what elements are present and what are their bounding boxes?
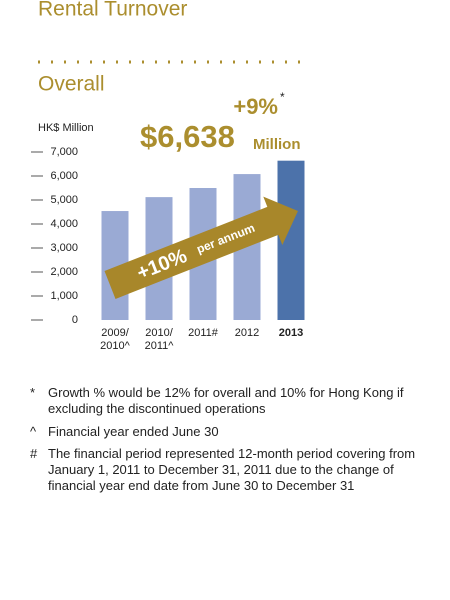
x-tick-label: 2011#	[188, 327, 218, 339]
footnote-mark: *	[30, 385, 36, 400]
arrow-shape	[104, 196, 298, 299]
y-tick-label: 0	[72, 314, 78, 326]
footnote: ^ Financial year ended June 30	[30, 424, 430, 440]
x-tick-label: 2012	[234, 327, 260, 339]
y-tick-label: 1,000	[50, 290, 78, 302]
y-tick-label: 5,000	[50, 194, 78, 206]
amount-unit: Million	[253, 136, 301, 153]
y-tick-label: 3,000	[50, 242, 78, 254]
x-tick-label: 2009/ 2010^	[100, 327, 130, 352]
footnote: # The financial period represented 12-mon…	[30, 446, 430, 494]
section-title: Overall	[38, 73, 105, 96]
x-tick-label: 2013	[278, 327, 304, 339]
y-tick-label: 2,000	[50, 266, 78, 278]
footnote-mark: #	[30, 446, 38, 461]
amount: $6,638	[140, 119, 235, 154]
y-tick-label: 6,000	[50, 170, 78, 182]
growth: +9%	[233, 94, 278, 119]
x-tick-label: 2010/ 2011^	[144, 327, 174, 352]
footnote-text: Financial year ended June 30	[48, 424, 219, 439]
y-tick-label: 7,000	[50, 146, 78, 158]
footnote-text: Growth % would be 12% for overall and 10…	[48, 385, 404, 416]
growth-mark: *	[280, 90, 285, 104]
footnote: * Growth % would be 12% for overall and 1…	[30, 385, 430, 417]
footnote-text: The financial period represented 12-mont…	[48, 446, 416, 493]
y-tick-label: 4,000	[50, 218, 78, 230]
y-axis-label: HK$ Million	[38, 122, 94, 134]
footnote-mark: ^	[30, 424, 37, 439]
page-title: Rental Turnover	[38, 0, 187, 21]
